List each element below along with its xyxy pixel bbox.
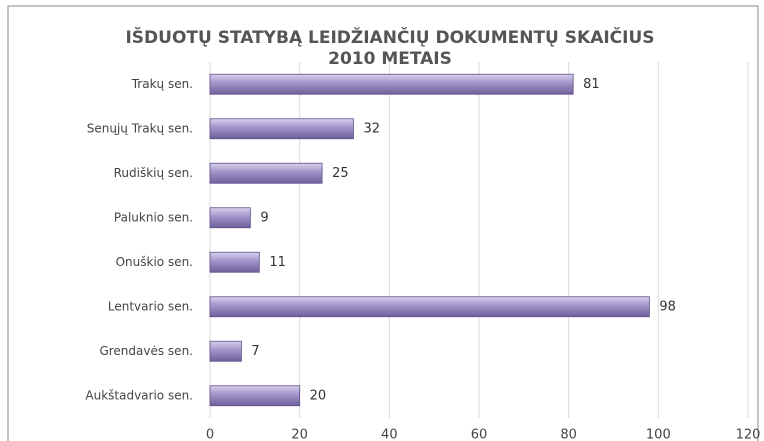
y-tick-label: Aukštadvario sen. — [85, 388, 193, 402]
y-tick-label: Grendavės sen. — [99, 344, 193, 358]
chart-title: 2010 METAIS — [328, 49, 452, 69]
y-tick-label: Senųjų Trakų sen. — [87, 121, 193, 135]
value-label: 7 — [251, 344, 259, 359]
value-label: 81 — [583, 77, 600, 92]
value-label: 20 — [310, 388, 327, 403]
value-label: 98 — [659, 299, 676, 314]
value-label: 25 — [332, 166, 349, 181]
bar — [209, 296, 650, 318]
x-tick-label: 0 — [206, 428, 214, 441]
bar — [209, 207, 251, 229]
x-tick-label: 80 — [560, 428, 577, 441]
y-tick-label: Onuškio sen. — [116, 255, 193, 269]
x-tick-label: 20 — [291, 428, 308, 441]
bar — [209, 73, 574, 95]
x-tick-label: 120 — [736, 428, 761, 441]
bar — [209, 118, 354, 140]
value-label: 32 — [363, 121, 380, 136]
value-label: 9 — [260, 210, 268, 225]
value-label: 11 — [269, 255, 286, 270]
chart-title: IŠDUOTŲ STATYBĄ LEIDŽIANČIŲ DOKUMENTŲ SK… — [125, 26, 654, 48]
y-tick-label: Lentvario sen. — [108, 299, 193, 313]
y-tick-label: Paluknio sen. — [114, 210, 193, 224]
x-tick-label: 40 — [381, 428, 398, 441]
y-tick-label: Rudiškių sen. — [114, 166, 193, 180]
bar — [209, 251, 260, 273]
bar — [209, 340, 242, 362]
x-tick-label: 100 — [646, 428, 671, 441]
x-tick-label: 60 — [471, 428, 488, 441]
y-tick-label: Trakų sen. — [131, 77, 193, 91]
bar — [209, 385, 301, 407]
bar — [209, 162, 323, 184]
